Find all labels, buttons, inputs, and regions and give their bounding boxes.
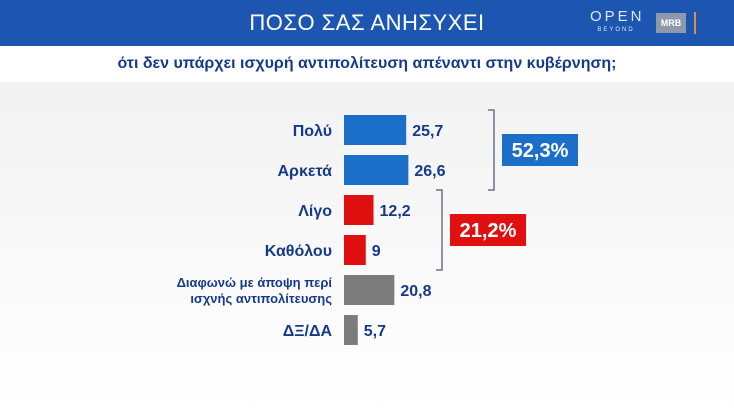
group-total-box-0 bbox=[502, 134, 578, 166]
group-bracket-0 bbox=[488, 109, 495, 191]
category-label-4-line-0: Διαφωνώ με άποψη περί bbox=[177, 275, 333, 290]
value-label-5: 5,7 bbox=[364, 323, 386, 340]
bar-0 bbox=[344, 115, 407, 145]
bar-2 bbox=[344, 195, 374, 225]
bar-4 bbox=[344, 275, 395, 305]
mrb-logo: MRB bbox=[656, 13, 686, 33]
group-total-box-1 bbox=[450, 214, 526, 246]
logo-word: OPEN bbox=[590, 8, 645, 25]
category-label-5: ΔΞ/ΔΑ bbox=[283, 323, 333, 340]
bar-chart: 25,7 Πολύ 26,6 Αρκετά 12,2 Λίγο 9 Καθόλου 20,8 Δι… bbox=[177, 109, 578, 345]
bar-5 bbox=[344, 315, 358, 345]
open-beyond-logo: OPEN BEYOND bbox=[590, 8, 642, 40]
category-label-3: Καθόλου bbox=[265, 243, 332, 260]
bar-3 bbox=[344, 235, 366, 265]
value-label-0: 25,7 bbox=[412, 123, 443, 140]
group-total-label-1: 21,2% bbox=[460, 220, 517, 242]
chart-panel: 25,7 Πολύ 26,6 Αρκετά 12,2 Λίγο 9 Καθόλου 20,8 Δι… bbox=[0, 82, 734, 411]
value-label-1: 26,6 bbox=[414, 163, 445, 180]
category-label-0: Πολύ bbox=[293, 123, 332, 140]
category-label-2: Λίγο bbox=[298, 203, 332, 220]
logo-divider bbox=[694, 12, 696, 34]
value-label-2: 12,2 bbox=[380, 203, 411, 220]
category-label-4-line-1: ισχνής αντιπολίτευσης bbox=[190, 291, 332, 306]
value-label-3: 9 bbox=[372, 243, 381, 260]
bar-1 bbox=[344, 155, 409, 185]
page-title: ΠΟΣΟ ΣΑΣ ΑΝΗΣΥΧΕΙ bbox=[249, 10, 485, 35]
category-label-1: Αρκετά bbox=[278, 163, 333, 180]
logo-sub: BEYOND bbox=[597, 27, 635, 33]
header-bar bbox=[0, 0, 734, 46]
question-subtitle: ότι δεν υπάρχει ισχυρή αντιπολίτευση απέ… bbox=[117, 55, 617, 72]
group-total-label-0: 52,3% bbox=[512, 140, 569, 162]
group-bracket-1 bbox=[436, 189, 443, 271]
subtitle-bar bbox=[0, 46, 734, 82]
value-label-4: 20,8 bbox=[400, 283, 431, 300]
